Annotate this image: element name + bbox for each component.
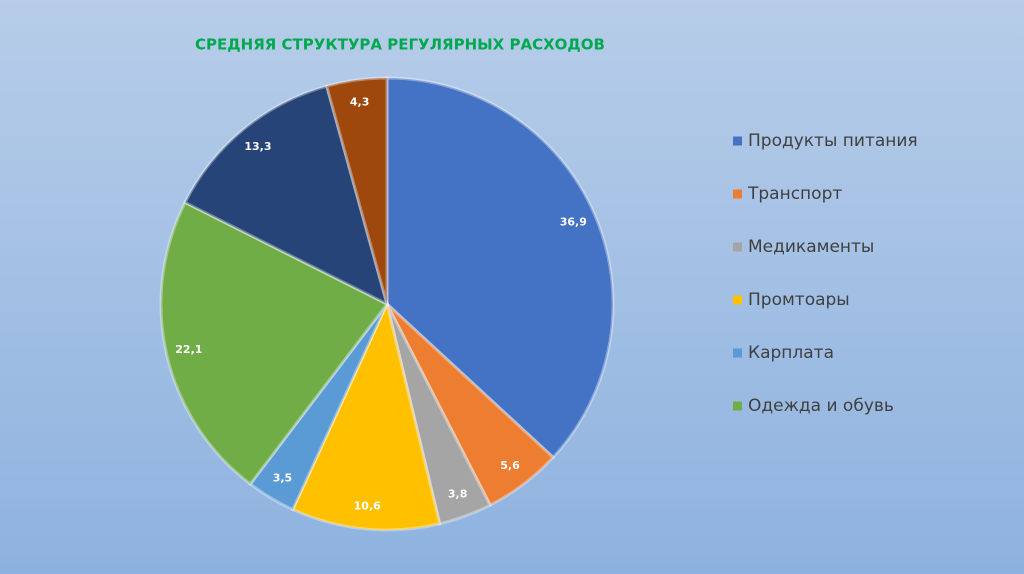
legend-label: Продукты питания bbox=[748, 131, 918, 151]
data-label: 13,3 bbox=[244, 140, 271, 153]
legend-swatch bbox=[733, 136, 742, 146]
data-label: 3,8 bbox=[448, 488, 468, 501]
legend-label: Промтоары bbox=[748, 290, 850, 310]
pie-slice bbox=[290, 299, 442, 532]
legend-swatch bbox=[733, 295, 742, 305]
data-label: 4,3 bbox=[350, 95, 370, 108]
data-label: 36,9 bbox=[560, 215, 587, 228]
legend-label: Карплата bbox=[748, 343, 834, 363]
data-label: 3,5 bbox=[273, 471, 293, 484]
legend-label: Медикаменты bbox=[748, 237, 874, 257]
pie-slice bbox=[385, 303, 493, 526]
legend-swatch bbox=[733, 348, 742, 358]
pie-slice bbox=[324, 76, 389, 305]
data-label: 10,6 bbox=[354, 499, 381, 512]
chart-title: СРЕДНЯЯ СТРУКТУРА РЕГУЛЯРНЫХ РАСХОДОВ bbox=[195, 36, 605, 54]
legend-label: Одежда и обувь bbox=[748, 396, 894, 416]
pie-slice bbox=[385, 302, 556, 508]
data-label: 5,6 bbox=[500, 459, 520, 472]
legend-swatch bbox=[733, 189, 742, 199]
legend-swatch bbox=[733, 242, 742, 252]
data-label: 22,1 bbox=[175, 343, 202, 356]
pie-slice bbox=[248, 303, 389, 512]
legend-label: Транспорт bbox=[747, 184, 842, 204]
pie-slice bbox=[183, 84, 390, 307]
legend-swatch bbox=[733, 401, 742, 411]
pie-slice bbox=[159, 200, 390, 487]
pie-slice bbox=[385, 76, 615, 460]
